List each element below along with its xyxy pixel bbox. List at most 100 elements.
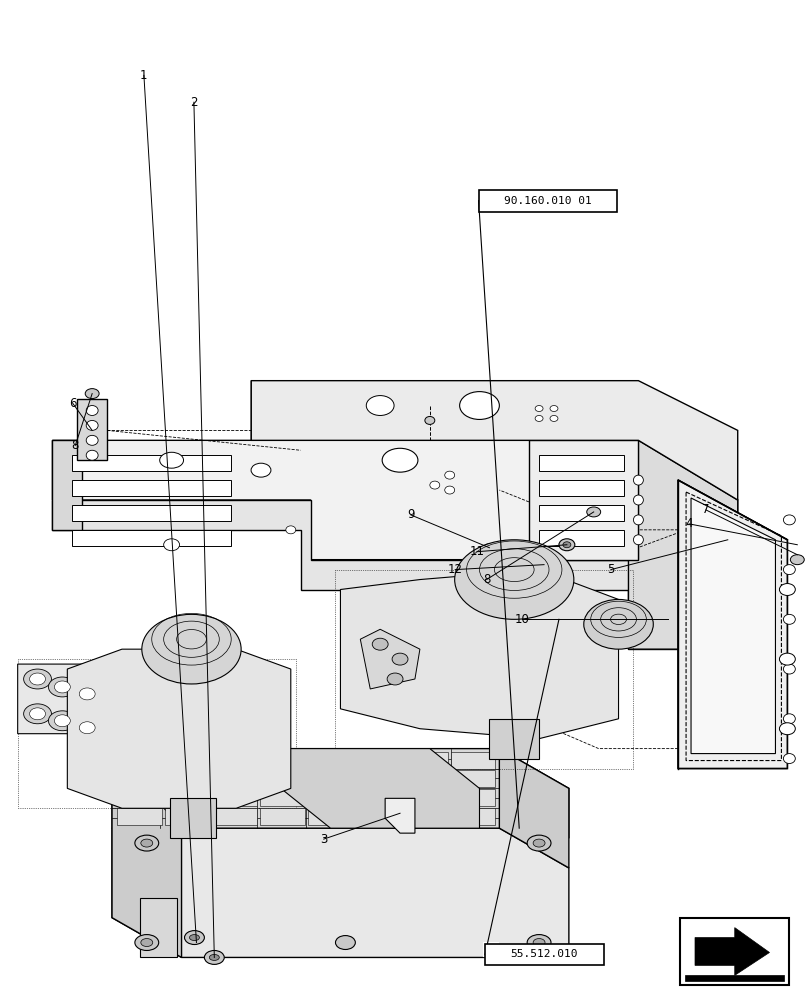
Ellipse shape <box>459 392 499 419</box>
Ellipse shape <box>483 544 495 552</box>
Ellipse shape <box>526 935 551 950</box>
Bar <box>165 752 209 768</box>
Ellipse shape <box>533 939 544 947</box>
Text: 7: 7 <box>702 503 709 516</box>
Ellipse shape <box>285 526 295 534</box>
Ellipse shape <box>789 555 803 565</box>
Ellipse shape <box>142 614 241 684</box>
Bar <box>165 808 209 825</box>
Ellipse shape <box>633 495 642 505</box>
Polygon shape <box>489 719 539 759</box>
Ellipse shape <box>533 839 544 847</box>
Ellipse shape <box>86 420 98 430</box>
Polygon shape <box>529 440 637 560</box>
Bar <box>450 770 495 787</box>
Bar <box>307 770 352 787</box>
Ellipse shape <box>366 396 393 415</box>
Polygon shape <box>53 440 737 619</box>
Text: 4: 4 <box>684 517 692 530</box>
Ellipse shape <box>49 677 76 697</box>
Ellipse shape <box>429 481 440 489</box>
Bar <box>212 789 257 806</box>
Polygon shape <box>281 749 479 828</box>
Bar <box>165 770 209 787</box>
Ellipse shape <box>209 954 219 960</box>
Ellipse shape <box>335 936 355 949</box>
Polygon shape <box>251 381 737 500</box>
Bar <box>680 918 788 985</box>
Bar <box>355 808 400 825</box>
Ellipse shape <box>251 463 271 477</box>
Ellipse shape <box>779 723 794 735</box>
Text: 5: 5 <box>607 563 614 576</box>
Text: 2: 2 <box>190 96 197 109</box>
Ellipse shape <box>424 416 434 424</box>
Polygon shape <box>677 480 787 768</box>
Ellipse shape <box>444 486 454 494</box>
Polygon shape <box>112 749 569 838</box>
Ellipse shape <box>86 450 98 460</box>
Ellipse shape <box>783 664 794 674</box>
Text: 1: 1 <box>140 69 148 82</box>
Text: 11: 11 <box>469 545 484 558</box>
Text: 6: 6 <box>69 397 76 410</box>
Polygon shape <box>72 505 231 521</box>
Polygon shape <box>539 505 623 521</box>
Bar <box>402 808 447 825</box>
Polygon shape <box>539 530 623 546</box>
Ellipse shape <box>633 535 642 545</box>
Bar <box>450 808 495 825</box>
Bar <box>260 752 304 768</box>
Polygon shape <box>499 749 569 868</box>
Ellipse shape <box>633 515 642 525</box>
Ellipse shape <box>539 562 547 568</box>
Ellipse shape <box>135 835 158 851</box>
Ellipse shape <box>79 688 95 700</box>
Ellipse shape <box>54 715 71 727</box>
Ellipse shape <box>371 638 388 650</box>
Ellipse shape <box>79 722 95 734</box>
Text: 8: 8 <box>483 573 490 586</box>
Ellipse shape <box>534 406 543 411</box>
Bar <box>450 752 495 768</box>
Bar <box>478 190 616 212</box>
Bar <box>165 789 209 806</box>
Bar <box>355 770 400 787</box>
Ellipse shape <box>54 681 71 693</box>
Polygon shape <box>77 399 107 460</box>
Bar <box>117 752 161 768</box>
Polygon shape <box>112 749 182 957</box>
Ellipse shape <box>160 452 183 468</box>
Ellipse shape <box>526 835 551 851</box>
Ellipse shape <box>135 935 158 950</box>
Bar <box>212 770 257 787</box>
Text: 10: 10 <box>514 613 529 626</box>
Text: 12: 12 <box>447 563 462 576</box>
Ellipse shape <box>558 539 574 551</box>
Bar <box>117 789 161 806</box>
Text: 9: 9 <box>406 508 414 521</box>
Ellipse shape <box>783 714 794 724</box>
Bar <box>117 808 161 825</box>
Polygon shape <box>169 798 216 838</box>
Bar <box>260 770 304 787</box>
Ellipse shape <box>73 684 101 704</box>
Polygon shape <box>53 500 737 649</box>
Polygon shape <box>139 898 176 957</box>
Text: 8: 8 <box>71 439 79 452</box>
Bar <box>402 752 447 768</box>
Ellipse shape <box>562 542 570 548</box>
Ellipse shape <box>164 539 179 551</box>
Bar <box>307 808 352 825</box>
Polygon shape <box>677 480 787 768</box>
Ellipse shape <box>444 471 454 479</box>
Ellipse shape <box>49 711 76 731</box>
Ellipse shape <box>204 950 224 964</box>
Ellipse shape <box>586 507 600 517</box>
Text: 55.512.010: 55.512.010 <box>510 949 577 959</box>
Polygon shape <box>690 498 775 754</box>
Ellipse shape <box>140 839 152 847</box>
Ellipse shape <box>189 935 200 941</box>
Ellipse shape <box>779 584 794 595</box>
Bar <box>355 752 400 768</box>
